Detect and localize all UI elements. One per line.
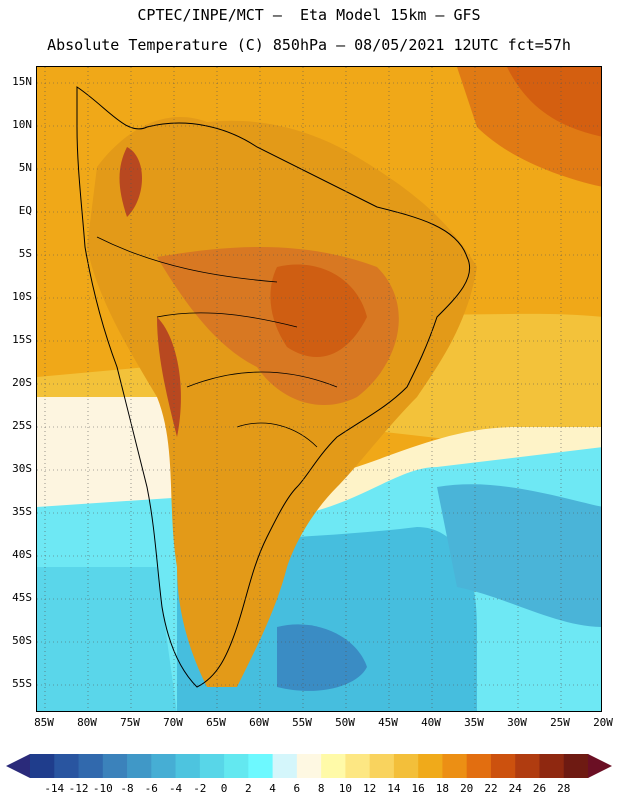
- colorbar-swatch: [78, 754, 104, 778]
- colorbar-tick-label: -12: [68, 782, 89, 795]
- colorbar-swatch: [30, 754, 55, 778]
- lon-label: 50W: [335, 716, 355, 729]
- hot-ridge-andes: [157, 317, 181, 437]
- colorbar-tick-label: -2: [193, 782, 207, 795]
- lat-label: 30S: [12, 462, 32, 475]
- colorbar-arrow-low: [6, 754, 30, 778]
- lon-label: 20W: [593, 716, 613, 729]
- lat-label: 45S: [12, 591, 32, 604]
- lon-label: 60W: [249, 716, 269, 729]
- lon-label: 80W: [77, 716, 97, 729]
- colorbar-swatch: [248, 754, 274, 778]
- lat-label: 10S: [12, 290, 32, 303]
- colorbar-swatch: [224, 754, 249, 778]
- colorbar-swatch: [466, 754, 492, 778]
- lat-label: 5N: [18, 161, 32, 174]
- colorbar-swatch: [369, 754, 395, 778]
- colorbar-tick-label: -14: [44, 782, 65, 795]
- lon-label: 30W: [507, 716, 527, 729]
- coldest-patch: [277, 624, 367, 691]
- lon-label: 85W: [34, 716, 54, 729]
- hot-core-northeast: [507, 67, 601, 137]
- lon-label: 75W: [120, 716, 140, 729]
- lat-label: EQ: [18, 204, 32, 217]
- lon-label: 40W: [421, 716, 441, 729]
- colorbar-swatch: [539, 754, 565, 778]
- colorbar-swatch: [393, 754, 419, 778]
- colorbar-tick-label: 24: [508, 782, 522, 795]
- map-title: CPTEC/INPE/MCT – Eta Model 15km – GFS: [137, 6, 481, 24]
- temperature-map: [36, 66, 602, 712]
- colorbar-tick-label: -6: [144, 782, 158, 795]
- colorbar-tick-label: -10: [92, 782, 113, 795]
- colorbar-swatch: [296, 754, 322, 778]
- lon-label: 55W: [292, 716, 312, 729]
- map-subtitle: Absolute Temperature (C) 850hPa – 08/05/…: [47, 36, 571, 54]
- colorbar-swatch: [418, 754, 443, 778]
- colorbar-tick-label: 8: [317, 782, 325, 795]
- map-canvas: [37, 67, 601, 711]
- cool-zone-pacific: [37, 397, 191, 517]
- lat-label: 55S: [12, 677, 32, 690]
- lat-label: 35S: [12, 505, 32, 518]
- colorbar-tick-label: 18: [435, 782, 450, 795]
- colorbar-tick-label: 20: [460, 782, 474, 795]
- colorbar-tick-label: -8: [120, 782, 134, 795]
- colorbar-swatch: [563, 754, 589, 778]
- lat-label: 50S: [12, 634, 32, 647]
- colorbar-arrow-high: [588, 754, 612, 778]
- colorbar-swatch: [127, 754, 152, 778]
- colorbar-swatch: [321, 754, 346, 778]
- cold-zone-southwest: [37, 567, 177, 711]
- hottest-region-central: [270, 264, 367, 357]
- colorbar-tick-label: 14: [387, 782, 401, 795]
- lat-label: 15N: [12, 75, 32, 88]
- coastline: [76, 86, 471, 688]
- colorbar-swatch: [272, 754, 298, 778]
- colorbar-swatch: [151, 754, 177, 778]
- colorbar-swatch: [175, 754, 201, 778]
- colorbar-swatch: [515, 754, 540, 778]
- colorbar-tick-label: 6: [293, 782, 301, 795]
- colorbar-tick-label: 0: [220, 782, 228, 795]
- colorbar-tick-label: 4: [269, 782, 276, 795]
- colorbar-tick-label: 22: [484, 782, 498, 795]
- colorbar-swatch: [199, 754, 225, 778]
- lon-label: 70W: [163, 716, 183, 729]
- hot-ridge-north: [119, 147, 142, 217]
- country-borders: [96, 236, 338, 448]
- colorbar: [6, 754, 612, 778]
- colorbar-tick-label: 12: [363, 782, 377, 795]
- colorbar-swatch: [54, 754, 80, 778]
- lat-label: 15S: [12, 333, 32, 346]
- colorbar-tick-label: 28: [557, 782, 571, 795]
- lat-label: 10N: [12, 118, 32, 131]
- lat-label: 40S: [12, 548, 32, 561]
- lat-label: 20S: [12, 376, 32, 389]
- colorbar-swatch: [442, 754, 468, 778]
- colder-zone-southeast: [437, 484, 601, 627]
- colorbar-tick-label: 10: [338, 782, 353, 795]
- lon-label: 65W: [206, 716, 226, 729]
- colorbar-tick-label: 2: [245, 782, 252, 795]
- lon-label: 25W: [550, 716, 570, 729]
- colorbar-tick-label: 26: [532, 782, 547, 795]
- colorbar-tick-label: 16: [411, 782, 425, 795]
- lon-label: 45W: [378, 716, 398, 729]
- colorbar-swatch: [102, 754, 128, 778]
- lat-label: 5S: [18, 247, 32, 260]
- colorbar-tick-label: -4: [168, 782, 183, 795]
- lon-label: 35W: [464, 716, 484, 729]
- colorbar-swatch: [345, 754, 371, 778]
- lat-label: 25S: [12, 419, 32, 432]
- colorbar-swatch: [490, 754, 516, 778]
